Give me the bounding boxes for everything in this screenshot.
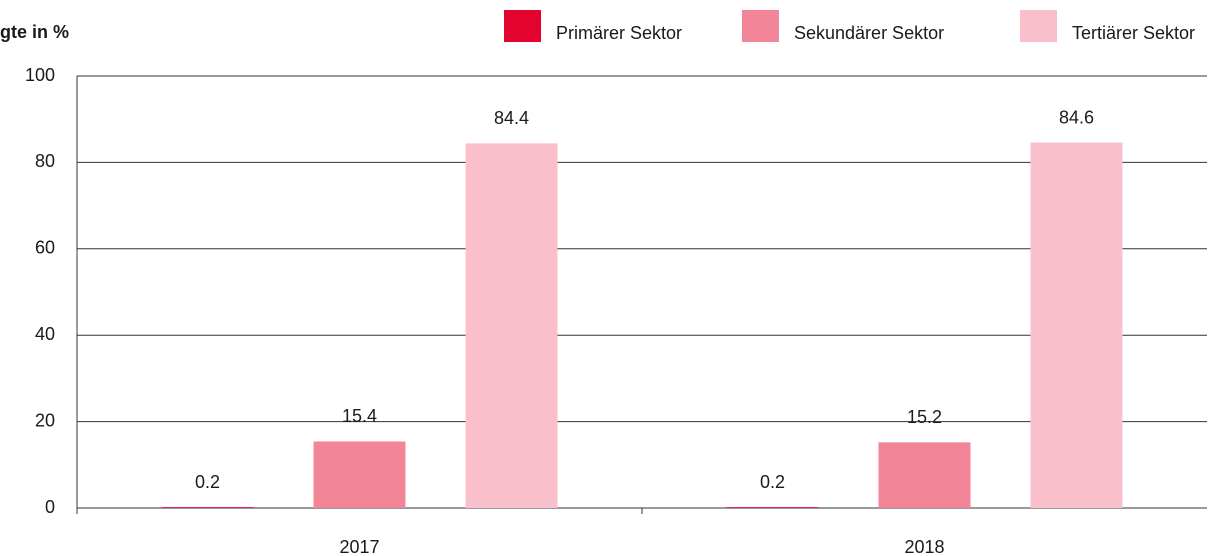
y-tick-label: 80 — [35, 151, 55, 171]
y-tick-label: 60 — [35, 238, 55, 258]
value-label: 15.4 — [342, 406, 377, 426]
y-tick-label: 100 — [25, 65, 55, 85]
bar — [313, 441, 406, 508]
value-label: 0.2 — [195, 472, 220, 492]
bar — [1030, 142, 1123, 508]
y-tick-label: 40 — [35, 324, 55, 344]
y-tick-label: 0 — [45, 497, 55, 517]
value-label: 84.6 — [1059, 107, 1094, 127]
bar — [465, 143, 558, 508]
value-label: 15.2 — [907, 407, 942, 427]
bar — [726, 507, 819, 508]
bar — [161, 507, 254, 508]
legend-label: Tertiärer Sektor — [1072, 23, 1195, 43]
bar — [878, 442, 971, 508]
legend-swatch — [742, 10, 779, 42]
y-tick-label: 20 — [35, 410, 55, 430]
x-tick-label: 2017 — [339, 537, 379, 556]
value-label: 0.2 — [760, 472, 785, 492]
legend-label: Sekundärer Sektor — [794, 23, 944, 43]
x-tick-label: 2018 — [904, 537, 944, 556]
value-label: 84.4 — [494, 108, 529, 128]
chart-title: gte in % — [0, 22, 69, 42]
legend-swatch — [504, 10, 541, 42]
legend-swatch — [1020, 10, 1057, 42]
legend-label: Primärer Sektor — [556, 23, 682, 43]
